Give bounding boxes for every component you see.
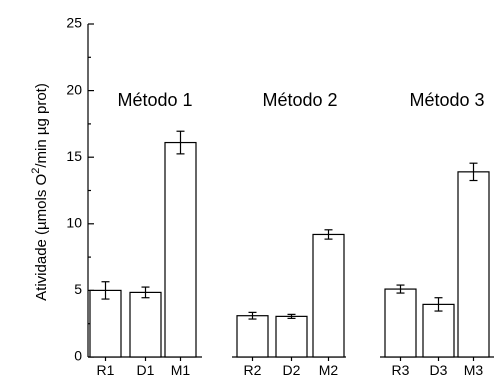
y-axis-label-superscript: 2	[30, 168, 42, 174]
bar	[236, 315, 269, 358]
y-axis-label-main: Atividade (µmols O	[33, 174, 50, 301]
x-tick-label: M3	[464, 362, 484, 378]
x-tick-label: D1	[137, 362, 155, 378]
x-tick-label: D2	[283, 362, 301, 378]
y-axis-label: Atividade (µmols O2/min µg prot)	[30, 83, 50, 301]
bar	[384, 288, 417, 358]
y-tick-label: 5	[74, 281, 82, 297]
chart-marks: 0 5 10 15 20 25 R1 D1 M1 R2 D2 M2 R3 D3 M3 Método 1 Méto…	[66, 15, 494, 378]
x-tick-label: R3	[392, 362, 410, 378]
x-tick-label: R2	[244, 362, 262, 378]
y-tick-label: 10	[66, 215, 82, 231]
svg-text:Atividade (µmols O2/min µg pro: Atividade (µmols O2/min µg prot)	[30, 83, 50, 301]
bar	[89, 289, 122, 358]
bar	[275, 315, 308, 358]
y-tick-label: 15	[66, 148, 82, 164]
group-label: Método 1	[117, 90, 192, 110]
y-tick-label: 25	[66, 15, 82, 31]
y-tick-label: 0	[74, 348, 82, 364]
bar	[457, 171, 490, 358]
group-label: Método 2	[262, 90, 337, 110]
y-axis-label-end: /min µg prot)	[33, 83, 50, 168]
x-tick-label: D3	[430, 362, 448, 378]
x-tick-label: M2	[319, 362, 339, 378]
bar	[164, 141, 197, 358]
bar	[129, 291, 162, 358]
bar	[422, 303, 455, 358]
x-tick-label: M1	[171, 362, 191, 378]
y-tick-label: 20	[66, 81, 82, 97]
bar	[312, 233, 345, 358]
x-tick-label: R1	[97, 362, 115, 378]
group-label: Método 3	[409, 90, 484, 110]
